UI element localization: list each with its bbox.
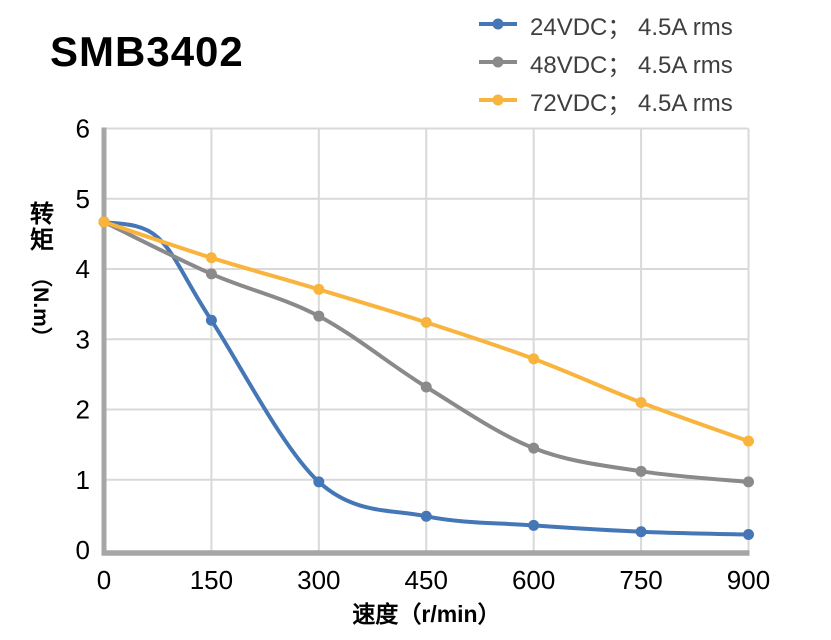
x-tick-label: 150 (190, 565, 233, 595)
data-point-72vdc (205, 252, 217, 264)
data-point-72vdc (528, 353, 540, 365)
legend-label: 24VDC； 4.5A rms (530, 13, 733, 41)
legend-item-24vdc: 24VDC； 4.5A rms (477, 5, 733, 43)
y-axis-title-text: 转矩 (30, 201, 54, 254)
data-point-24vdc (420, 510, 432, 522)
y-tick-label: 3 (76, 324, 90, 354)
x-tick-label: 0 (97, 565, 111, 595)
data-point-72vdc (98, 216, 110, 228)
legend-line-marker-icon (479, 18, 517, 30)
x-tick-label: 450 (405, 565, 448, 595)
y-tick-label: 5 (76, 184, 90, 214)
legend-line-marker-icon (479, 94, 517, 106)
data-point-24vdc (205, 314, 217, 326)
chart-title: SMB3402 (50, 28, 244, 75)
x-axis-title: 速度（r/min） (352, 601, 501, 627)
data-point-48vdc (205, 268, 217, 280)
legend-label: 72VDC； 4.5A rms (530, 89, 733, 117)
legend-line-marker-icon (479, 56, 517, 68)
y-tick-label: 1 (76, 465, 90, 495)
x-tick-label: 600 (512, 565, 555, 595)
y-axis-title-unit: （N.m） (29, 265, 52, 348)
data-point-48vdc (743, 476, 754, 488)
data-point-72vdc (420, 316, 432, 328)
y-tick-label: 2 (76, 395, 90, 425)
legend-item-48vdc: 48VDC； 4.5A rms (477, 43, 733, 81)
data-point-24vdc (528, 519, 540, 531)
y-tick-label: 0 (76, 535, 90, 565)
x-tick-label: 900 (727, 565, 770, 595)
x-tick-label: 300 (297, 565, 340, 595)
data-point-48vdc (635, 465, 647, 477)
legend: 24VDC； 4.5A rms 48VDC； 4.5A rms 72VDC； 4… (477, 5, 733, 119)
data-point-72vdc (743, 435, 754, 447)
y-tick-label: 4 (76, 254, 90, 284)
data-point-72vdc (313, 283, 325, 295)
data-point-24vdc (313, 476, 325, 488)
data-point-24vdc (635, 526, 647, 538)
x-tick-label: 750 (619, 565, 662, 595)
series-line-24vdc (102, 219, 751, 537)
data-point-48vdc (528, 442, 540, 454)
legend-label: 48VDC； 4.5A rms (530, 51, 733, 79)
data-point-24vdc (743, 529, 754, 541)
legend-item-72vdc: 72VDC； 4.5A rms (477, 81, 733, 119)
data-point-72vdc (635, 396, 647, 408)
data-point-48vdc (313, 310, 325, 322)
y-tick-label: 6 (76, 114, 90, 144)
data-point-48vdc (420, 381, 432, 393)
y-axis-title: 转矩 （N.m） (28, 202, 56, 358)
